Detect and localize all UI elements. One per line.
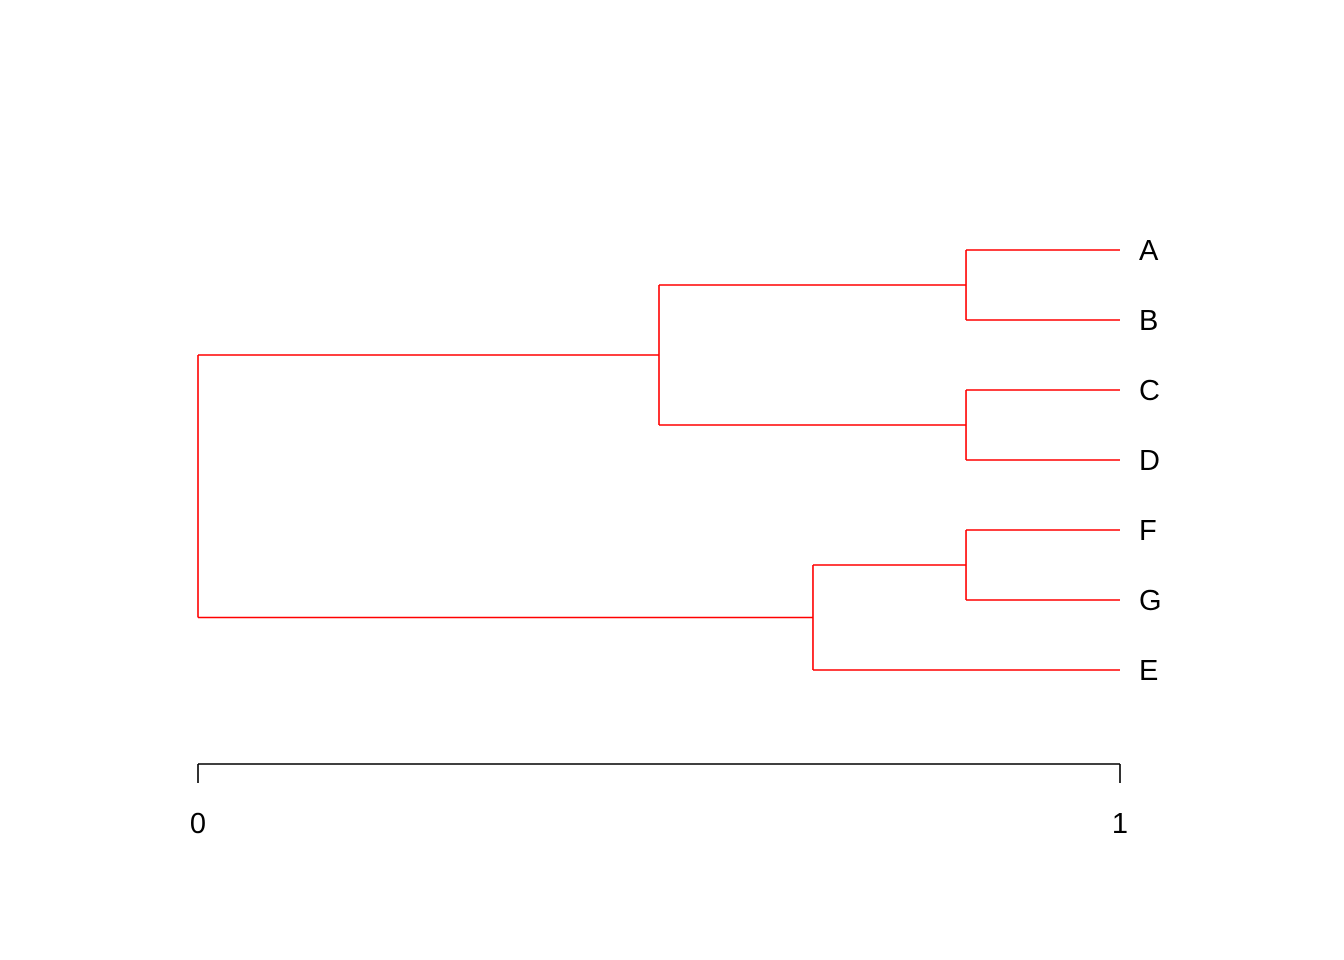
leaf-label: C (1139, 375, 1160, 407)
leaf-label: B (1139, 305, 1158, 337)
leaf-label: D (1139, 445, 1160, 477)
x-axis-tick-label: 1 (1112, 808, 1128, 840)
leaf-label: F (1139, 515, 1157, 547)
leaf-label: G (1139, 585, 1162, 617)
x-axis-tick-label: 0 (190, 808, 206, 840)
leaf-label: E (1139, 655, 1158, 687)
leaf-label: A (1139, 235, 1159, 267)
